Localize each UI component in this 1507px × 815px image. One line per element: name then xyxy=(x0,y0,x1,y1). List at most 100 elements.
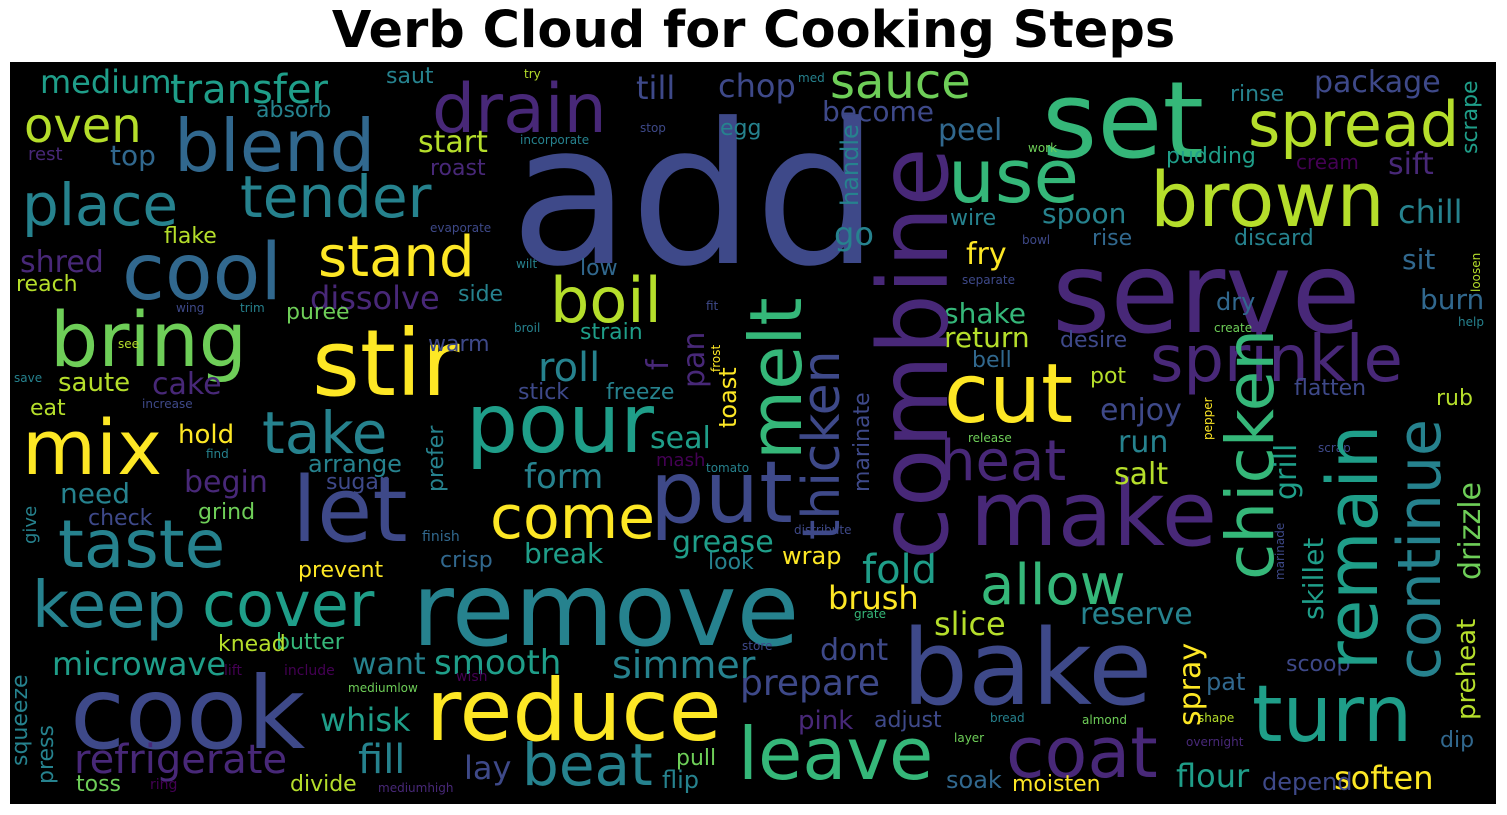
word-become: become xyxy=(822,95,935,128)
word-rinse: rinse xyxy=(1230,82,1285,107)
word-thicken: thicken xyxy=(792,350,852,540)
word-pot: pot xyxy=(1090,364,1127,389)
word-hold: hold xyxy=(178,420,235,450)
word-put: put xyxy=(650,443,793,543)
word-whisk: whisk xyxy=(320,701,411,739)
word-leave: leave xyxy=(738,712,934,796)
word-finish: finish xyxy=(422,529,460,545)
word-try: try xyxy=(524,67,541,81)
word-puree: puree xyxy=(286,300,350,325)
word-use: use xyxy=(948,134,1079,220)
word-need: need xyxy=(60,477,130,510)
word-low: low xyxy=(580,256,618,281)
word-keep: keep xyxy=(32,569,187,643)
word-freeze: freeze xyxy=(606,380,675,405)
word-mediumlow: mediumlow xyxy=(348,681,418,695)
word-fold: fold xyxy=(862,547,938,593)
word-simmer: simmer xyxy=(612,643,756,687)
word-pink: pink xyxy=(798,706,854,736)
word-adjust: adjust xyxy=(874,708,942,733)
word-grill: grill xyxy=(1269,443,1304,500)
word-want: want xyxy=(352,647,426,682)
word-dont: dont xyxy=(820,633,889,668)
word-handle: handle xyxy=(836,124,864,206)
word-drizzle: drizzle xyxy=(1453,482,1488,580)
word-rub: rub xyxy=(1436,386,1473,411)
word-cloud: add serve set remove bake cook make stir reduce p… xyxy=(10,62,1496,804)
word-sugar: sugar xyxy=(326,470,388,495)
word-wrap: wrap xyxy=(782,542,842,570)
word-roll: roll xyxy=(538,345,601,391)
word-microwave: microwave xyxy=(52,645,227,683)
word-mediumhigh: mediumhigh xyxy=(378,781,454,795)
word-soften: soften xyxy=(1334,759,1434,797)
word-f: f xyxy=(641,359,676,370)
word-discard: discard xyxy=(1234,226,1314,251)
word-peel: peel xyxy=(938,113,1003,148)
word-break: break xyxy=(524,537,604,570)
word-chill: chill xyxy=(1398,193,1463,231)
word-wilt: wilt xyxy=(516,257,538,271)
word-reach: reach xyxy=(16,272,78,297)
word-wire: wire xyxy=(950,206,997,231)
word-prevent: prevent xyxy=(298,558,384,583)
word-give: give xyxy=(20,505,41,544)
word-add: add xyxy=(510,82,879,310)
word-refrigerate: refrigerate xyxy=(74,737,288,783)
word-drain: drain xyxy=(432,70,607,149)
word-boil: boil xyxy=(550,264,662,337)
word-dissolve: dissolve xyxy=(310,279,440,317)
word-eat: eat xyxy=(30,396,66,421)
word-brown: brown xyxy=(1150,155,1385,244)
word-dry: dry xyxy=(1216,288,1256,316)
word-incorporate: incorporate xyxy=(520,133,590,147)
word-divide: divide xyxy=(290,772,357,797)
word-till: till xyxy=(636,69,676,107)
word-form: form xyxy=(524,457,604,497)
word-squeeze: squeeze xyxy=(10,674,33,766)
word-create: create xyxy=(1214,321,1253,335)
word-lay: lay xyxy=(464,749,512,787)
word-pepper: pepper xyxy=(1201,397,1215,440)
word-scoop: scoop xyxy=(1286,652,1351,677)
word-go: go xyxy=(834,215,874,253)
word-layer: layer xyxy=(954,731,985,745)
word-pat: pat xyxy=(1206,668,1246,696)
word-wing: wing xyxy=(176,301,205,315)
word-sit: sit xyxy=(1402,243,1436,276)
word-scrape: scrape xyxy=(1458,80,1483,154)
word-evaporate: evaporate xyxy=(430,221,492,235)
word-pan: pan xyxy=(677,331,712,388)
word-scrap: scrap xyxy=(1318,441,1351,455)
word-rise: rise xyxy=(1092,226,1133,251)
word-bake: bake xyxy=(902,607,1153,729)
word-saute: saute xyxy=(58,368,131,398)
word-toast: toast xyxy=(714,367,742,428)
word-grind: grind xyxy=(198,500,256,525)
word-see: see xyxy=(118,337,140,351)
word-run: run xyxy=(1118,425,1169,460)
word-salt: salt xyxy=(1114,457,1169,492)
word-allow: allow xyxy=(980,553,1126,618)
word-pull: pull xyxy=(676,746,717,771)
word-pudding: pudding xyxy=(1166,144,1256,169)
word-tender: tender xyxy=(240,163,432,231)
word-return: return xyxy=(944,321,1030,354)
word-seal: seal xyxy=(650,421,711,456)
word-fit: fit xyxy=(706,299,719,313)
word-blend: blend xyxy=(174,104,376,188)
word-bell: bell xyxy=(972,348,1012,373)
word-grease: grease xyxy=(672,525,774,560)
word-tomato: tomato xyxy=(706,461,750,475)
word-marinate: marinate xyxy=(850,392,875,492)
word-package: package xyxy=(1314,65,1441,100)
word-reduce: reduce xyxy=(426,661,722,761)
word-help: help xyxy=(1458,315,1484,329)
word-slice: slice xyxy=(934,605,1006,643)
word-heat: heat xyxy=(940,429,1067,494)
word-mash: mash xyxy=(656,450,706,471)
word-loosen: loosen xyxy=(1469,252,1483,292)
word-remove: remove xyxy=(412,551,800,670)
word-enjoy: enjoy xyxy=(1100,393,1182,428)
word-check: check xyxy=(88,506,153,531)
